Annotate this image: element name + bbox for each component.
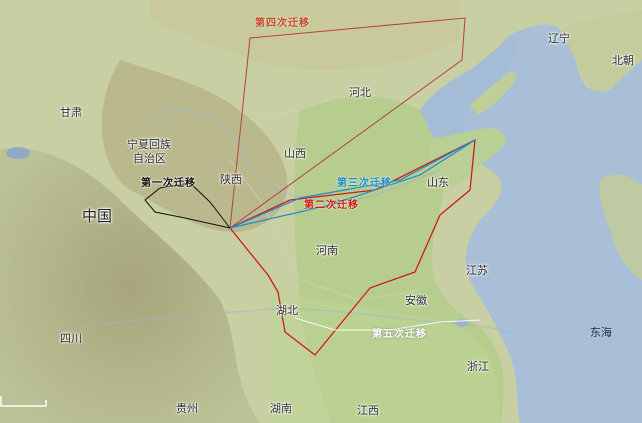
route-2-label: 第二次迁移 — [304, 200, 359, 211]
label-shaanxi: 陕西 — [220, 173, 242, 186]
label-jiangxi: 江西 — [357, 404, 379, 417]
route-3-label: 第三次迁移 — [337, 178, 392, 189]
yangtze-river — [59, 308, 516, 336]
label-ningxia-line2: 自治区 — [133, 152, 166, 165]
korea-south — [599, 174, 642, 280]
qinghai-lake — [6, 147, 30, 159]
route-5-label: 第五次迁移 — [372, 329, 427, 340]
label-sichuan: 四川 — [60, 332, 82, 345]
western-mountains — [0, 148, 260, 423]
label-anhui: 安徽 — [405, 294, 427, 307]
loess-plateau — [101, 60, 288, 232]
bohai-bay — [420, 38, 516, 142]
scale-bar — [0, 396, 47, 407]
northern-plateau — [150, 0, 460, 70]
label-zhejiang: 浙江 — [467, 360, 489, 373]
liaodong-peninsula — [470, 72, 516, 115]
label-ningxia: 宁夏回族 自治区 — [127, 138, 171, 166]
yangtze-plain — [270, 290, 500, 423]
label-jiangsu: 江苏 — [466, 264, 488, 277]
label-guizhou: 贵州 — [176, 402, 198, 415]
label-shandong: 山东 — [427, 176, 449, 189]
route-1-label: 第一次迁移 — [141, 178, 196, 189]
label-north-korea: 北朝 — [612, 54, 634, 67]
label-east-sea: 东海 — [590, 326, 612, 339]
label-hubei: 湖北 — [276, 304, 298, 317]
shandong-peninsula — [429, 128, 506, 187]
route-4-label: 第四次迁移 — [255, 18, 310, 29]
label-hebei: 河北 — [349, 86, 371, 99]
route-3-path — [229, 139, 476, 229]
label-hunan: 湖南 — [270, 402, 292, 415]
route-1-path — [144, 182, 231, 229]
label-china: 中国 — [82, 207, 113, 225]
korea-land — [560, 10, 642, 92]
yellow-river — [149, 109, 441, 202]
label-liaoning: 辽宁 — [548, 32, 570, 45]
label-henan: 河南 — [316, 244, 338, 257]
province-boundaries — [229, 99, 421, 301]
label-gansu: 甘肃 — [60, 106, 82, 119]
route-4-path — [229, 17, 466, 229]
route-5-path — [294, 317, 481, 331]
label-ningxia-line1: 宁夏回族 — [127, 138, 171, 151]
label-shanxi: 山西 — [284, 147, 306, 160]
